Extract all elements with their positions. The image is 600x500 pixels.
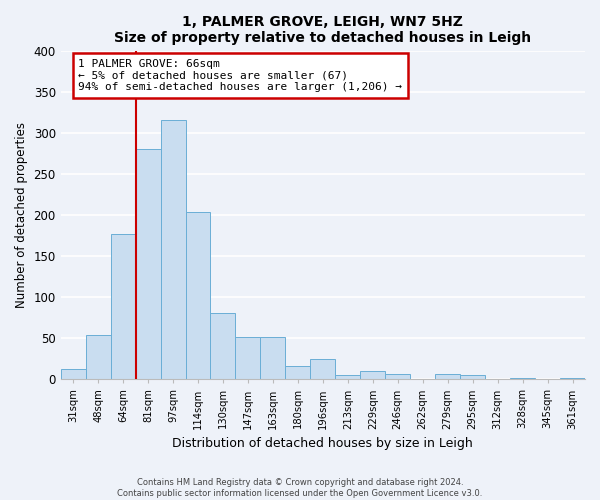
Bar	[161, 120, 185, 380]
Bar	[61, 368, 86, 380]
X-axis label: Distribution of detached houses by size in Leigh: Distribution of detached houses by size …	[172, 437, 473, 450]
Bar	[110, 234, 136, 380]
Bar	[335, 375, 360, 380]
Bar	[385, 374, 410, 380]
Bar	[260, 338, 286, 380]
Bar	[185, 212, 211, 380]
Y-axis label: Number of detached properties: Number of detached properties	[15, 122, 28, 308]
Text: Contains HM Land Registry data © Crown copyright and database right 2024.
Contai: Contains HM Land Registry data © Crown c…	[118, 478, 482, 498]
Bar	[560, 378, 585, 380]
Bar	[360, 371, 385, 380]
Bar	[460, 375, 485, 380]
Bar	[286, 366, 310, 380]
Bar	[435, 374, 460, 380]
Bar	[235, 338, 260, 380]
Text: 1 PALMER GROVE: 66sqm
← 5% of detached houses are smaller (67)
94% of semi-detac: 1 PALMER GROVE: 66sqm ← 5% of detached h…	[78, 59, 402, 92]
Bar	[510, 378, 535, 380]
Bar	[86, 335, 110, 380]
Bar	[211, 312, 235, 380]
Title: 1, PALMER GROVE, LEIGH, WN7 5HZ
Size of property relative to detached houses in : 1, PALMER GROVE, LEIGH, WN7 5HZ Size of …	[114, 15, 532, 45]
Bar	[310, 358, 335, 380]
Bar	[136, 149, 161, 380]
